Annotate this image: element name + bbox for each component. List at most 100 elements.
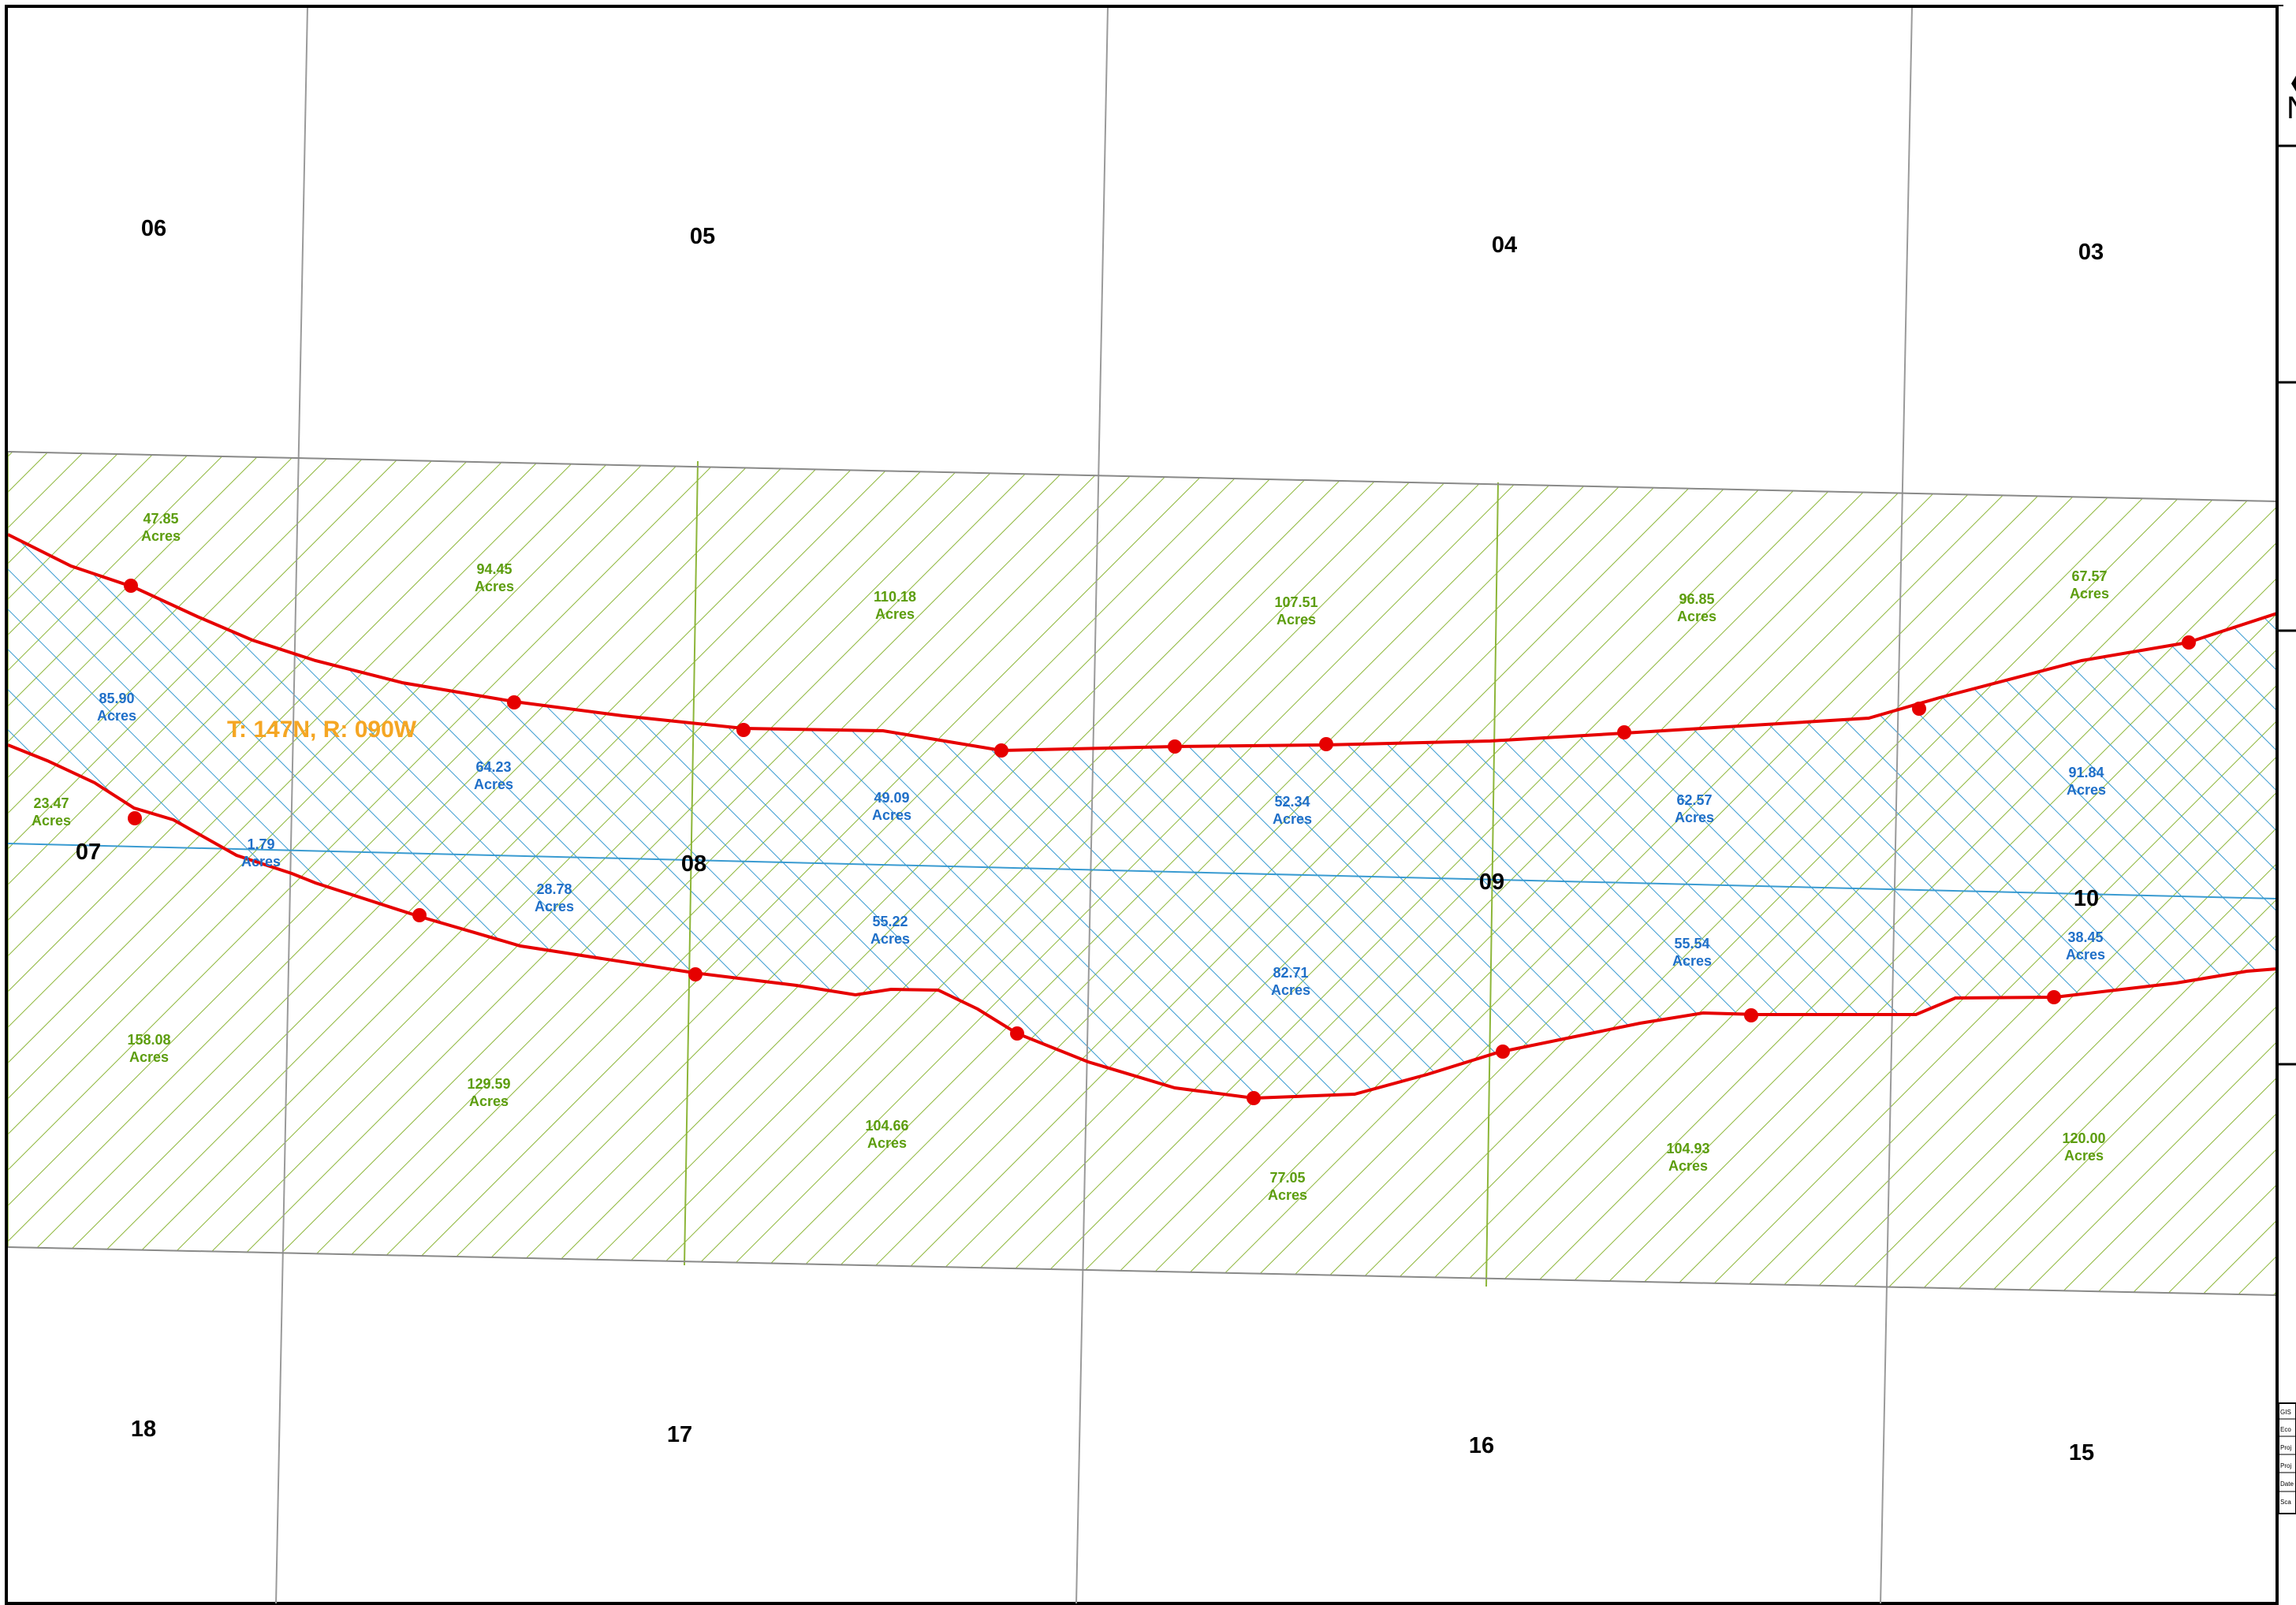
svg-text:110.18: 110.18 (874, 589, 916, 605)
svg-text:Acres: Acres (875, 606, 915, 622)
township-range-label: T: 147N, R: 090W (227, 717, 417, 743)
north-arrow-icon (2291, 76, 2296, 91)
acreage-label: 28.78 Acres (535, 881, 574, 914)
acreage-label: 67.57 Acres (2070, 568, 2109, 601)
title-block: N GIS Eco Proj Proj Date Sca (2276, 6, 2296, 1605)
acreage-label: 85.90 Acres (97, 691, 136, 724)
svg-text:Acres: Acres (1677, 609, 1716, 624)
acreage-label: 104.93 Acres (1666, 1141, 1709, 1174)
svg-text:77.05: 77.05 (1269, 1170, 1305, 1186)
svg-text:23.47: 23.47 (33, 795, 69, 811)
acreage-label: 91.84 Acres (2067, 765, 2106, 798)
svg-text:28.78: 28.78 (536, 881, 572, 897)
svg-text:62.57: 62.57 (1676, 792, 1712, 808)
vertex-marker (688, 967, 703, 981)
svg-text:Acres: Acres (1675, 810, 1714, 825)
svg-text:85.90: 85.90 (99, 691, 134, 706)
svg-text:82.71: 82.71 (1273, 965, 1308, 981)
svg-text:94.45: 94.45 (476, 561, 512, 577)
section-label: 03 (2078, 240, 2104, 265)
svg-text:Acres: Acres (1672, 953, 1712, 969)
svg-text:67.57: 67.57 (2071, 568, 2107, 584)
svg-text:Acres: Acres (97, 708, 136, 724)
svg-text:Acres: Acres (2064, 1148, 2104, 1164)
vertex-marker (1617, 725, 1631, 739)
acreage-label: 62.57 Acres (1675, 792, 1714, 825)
title-block-row: Date (2280, 1480, 2294, 1488)
svg-text:Acres: Acres (535, 899, 574, 914)
svg-text:Acres: Acres (2066, 947, 2105, 963)
north-arrow-label: N (2287, 91, 2296, 125)
title-block-row: Eco (2280, 1426, 2291, 1433)
svg-text:64.23: 64.23 (475, 759, 511, 775)
svg-text:Acres: Acres (32, 813, 71, 829)
vertex-marker (2182, 635, 2196, 650)
svg-text:Acres: Acres (1273, 811, 1312, 827)
acreage-label: 55.54 Acres (1672, 936, 1712, 969)
svg-text:104.93: 104.93 (1666, 1141, 1709, 1156)
section-label: 10 (2074, 886, 2099, 911)
vertex-marker (1912, 702, 1926, 716)
vertex-marker (994, 743, 1008, 758)
svg-text:49.09: 49.09 (874, 790, 909, 806)
blue-hatched-corridor (8, 534, 2277, 1098)
title-block-row: Proj (2280, 1462, 2291, 1469)
section-label: 16 (1469, 1433, 1494, 1458)
svg-text:Acres: Acres (129, 1049, 169, 1065)
svg-text:96.85: 96.85 (1679, 591, 1714, 607)
vertex-marker (1319, 737, 1333, 751)
svg-text:Acres: Acres (241, 854, 281, 870)
svg-text:Acres: Acres (870, 931, 910, 947)
acreage-label: 120.00 Acres (2062, 1130, 2105, 1164)
svg-text:Acres: Acres (1668, 1158, 1708, 1174)
title-block-table: GIS Eco Proj Proj Date Sca (2278, 1402, 2296, 1514)
acreage-label: 23.47 Acres (32, 795, 71, 829)
title-block-row: Proj (2280, 1444, 2291, 1451)
svg-text:107.51: 107.51 (1274, 594, 1318, 610)
section-label: 06 (141, 216, 166, 241)
title-block-row: GIS (2280, 1409, 2291, 1416)
acreage-label: 96.85 Acres (1677, 591, 1716, 624)
svg-text:158.08: 158.08 (127, 1032, 170, 1048)
acreage-label: 1.79 Acres (241, 836, 281, 870)
svg-text:129.59: 129.59 (467, 1076, 510, 1092)
svg-text:Acres: Acres (469, 1093, 509, 1109)
boundary-vertices (124, 579, 2196, 1105)
svg-text:1.79: 1.79 (247, 836, 274, 852)
svg-text:Acres: Acres (2067, 782, 2106, 798)
svg-text:104.66: 104.66 (865, 1118, 908, 1134)
svg-text:Acres: Acres (141, 528, 181, 544)
vertex-marker (412, 908, 427, 922)
svg-text:55.54: 55.54 (1674, 936, 1709, 951)
svg-text:Acres: Acres (1271, 982, 1310, 998)
vertex-marker (124, 579, 138, 593)
vertex-marker (1168, 739, 1182, 754)
svg-text:55.22: 55.22 (872, 914, 908, 929)
acreage-label: 38.45 Acres (2066, 929, 2105, 963)
svg-text:Acres: Acres (1277, 612, 1316, 627)
acreage-label: 107.51 Acres (1274, 594, 1318, 627)
title-block-row: Sca (2280, 1499, 2291, 1506)
section-grid (8, 8, 2277, 1603)
svg-text:52.34: 52.34 (1274, 794, 1310, 810)
section-label: 08 (681, 851, 706, 877)
section-label: 17 (667, 1422, 692, 1447)
section-label: 07 (76, 840, 101, 865)
section-label: 05 (690, 224, 715, 249)
vertex-marker (736, 723, 751, 737)
svg-text:Acres: Acres (867, 1135, 907, 1151)
vertex-marker (1744, 1008, 1758, 1022)
vertex-marker (507, 695, 521, 709)
section-label: 18 (131, 1417, 156, 1442)
svg-text:Acres: Acres (475, 579, 514, 594)
section-labels: 06 05 04 03 07 08 09 10 18 17 16 15 (76, 216, 2104, 1465)
